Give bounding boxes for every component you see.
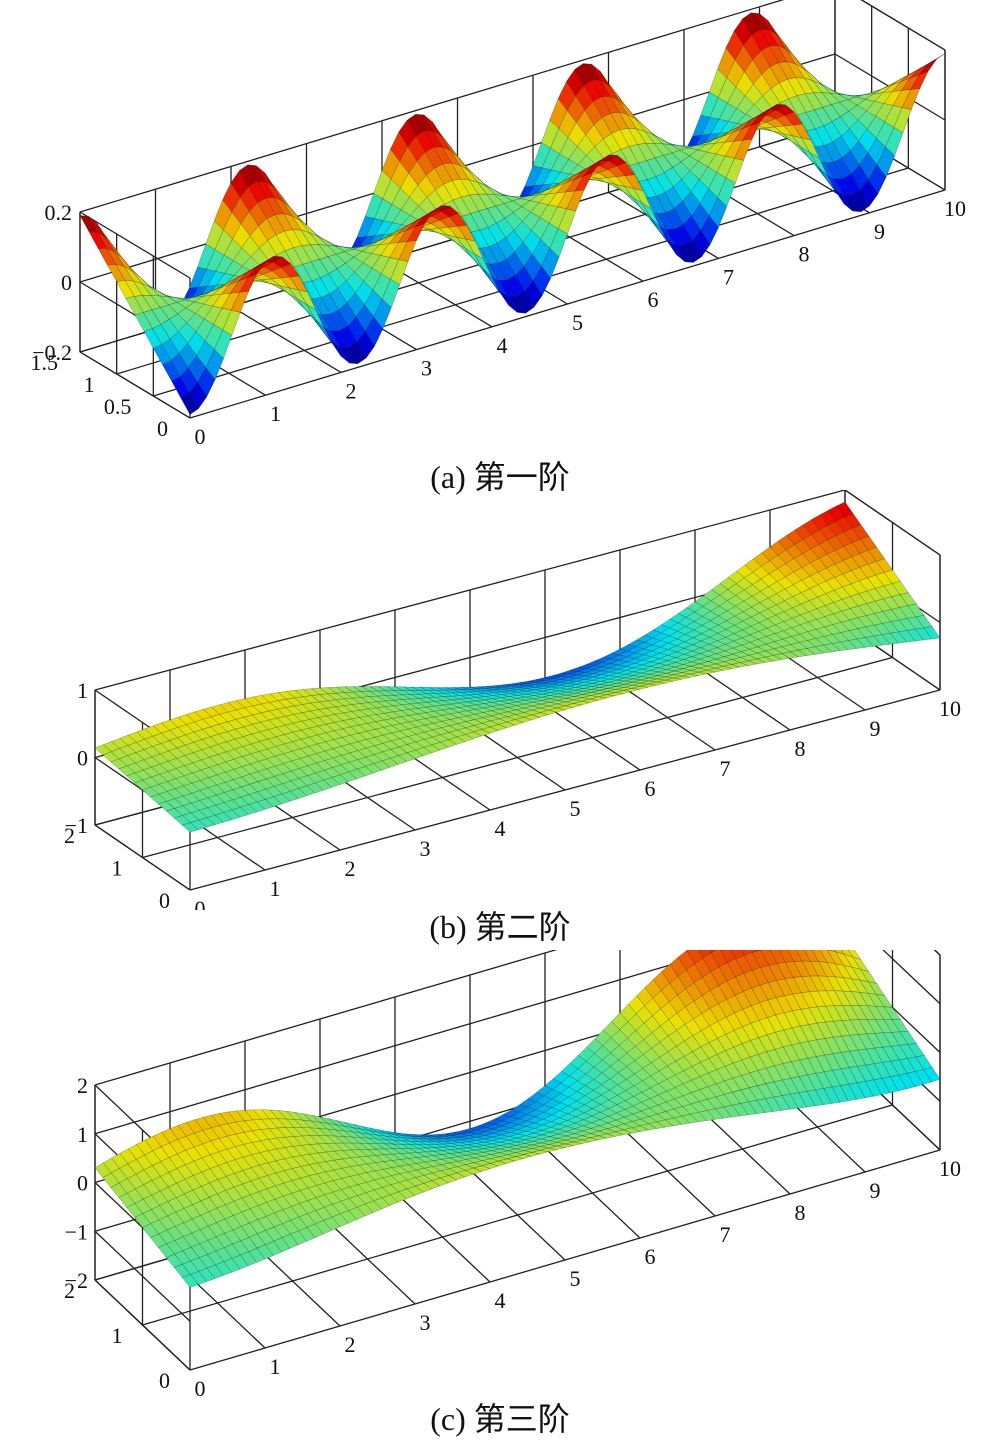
x-tick-label: 10 [944,196,966,221]
x-tick-label: 10 [939,696,961,721]
z-tick-label: −1 [65,813,88,838]
z-tick-label: 0 [77,746,88,771]
x-tick-label: 1 [270,401,281,426]
x-tick-label: 8 [795,1200,806,1225]
back-wall-gridline-z [79,0,785,213]
z-tick-label: −0.2 [32,340,72,365]
z-tick-label: 0 [77,1171,88,1196]
right-top-edge [860,0,946,51]
side-wall-gridline-z [79,351,191,419]
x-tick-label: 8 [795,736,806,761]
z-tick-label: 0 [61,270,72,295]
surface [94,501,941,833]
x-tick-label: 5 [570,796,581,821]
surface-patch [927,53,946,65]
surface-patch [923,1067,941,1083]
y-tick-label: 0 [159,888,170,910]
x-tick-label: 9 [870,716,881,741]
z-tick-label: 2 [77,1073,88,1098]
side-wall-gridline-z [94,1279,191,1371]
x-tick-label: 2 [346,378,357,403]
y-tick-label: 0.5 [104,394,132,419]
x-tick-label: 6 [648,287,659,312]
x-tick-label: 9 [870,1178,881,1203]
floor-gridline-y [189,689,941,891]
x-tick-label: 3 [420,1310,431,1335]
x-tick-label: 0 [195,896,206,910]
back-wall-gridline-z [94,490,846,691]
floor-gridline-y [189,1149,941,1371]
panel-third-mode: 0 1 2 3 4 5 6 7 8 9 10 0 1 2 −2 −1 0 1 2 (c) 第三阶 [0,950,1000,1448]
tick-labels: 0 1 2 3 4 5 6 7 8 9 10 0 0.5 1 1.5−0.2 0 0.2 [31,196,967,449]
right-wall-gridline-z [860,0,946,51]
y-tick-label: 2 [64,1278,75,1303]
y-tick-label: 0 [159,1368,170,1393]
x-tick-label: 0 [195,424,206,449]
y-tick-label: 0 [157,416,168,441]
x-tick-label: 1 [270,876,281,901]
x-tick-label: 4 [497,333,508,358]
back-wall-gridline-z [94,950,558,1086]
y-tick-label: 1 [112,1323,123,1348]
z-tick-label: 1 [77,1122,88,1147]
x-tick-label: 6 [645,1244,656,1269]
z-tick-label: 0.2 [45,200,73,225]
x-tick-label: 2 [345,856,356,881]
x-tick-label: 4 [495,1288,506,1313]
side-wall-gridline-z [94,1230,191,1322]
panel-second-mode: 0 1 2 3 4 5 6 7 8 9 10 0 1 2 −1 0 1 (b) 第二阶 [0,490,1000,960]
surface-plot-first-mode: 0 1 2 3 4 5 6 7 8 9 10 0 0.5 1 1.5−0.2 0 0.2 [31,0,967,449]
x-tick-label: 7 [720,1222,731,1247]
x-tick-label: 5 [572,310,583,335]
x-tick-label: 2 [345,1332,356,1357]
side-wall-gridline-z [79,211,191,279]
x-tick-label: 0 [195,1376,206,1400]
x-tick-label: 7 [720,756,731,781]
x-tick-label: 7 [723,264,734,289]
x-tick-label: 6 [645,776,656,801]
x-tick-label: 3 [420,836,431,861]
y-tick-label: 1 [84,372,95,397]
floor-gridline-y [142,656,893,859]
floor-gridline-y [142,1104,893,1326]
surface [94,950,941,1288]
z-tick-label: −1 [65,1219,88,1244]
z-tick-label: −2 [65,1268,88,1293]
side-wall-gridline-z [94,824,191,891]
caption-first-mode: (a) 第一阶 [430,459,570,495]
x-tick-label: 4 [495,816,506,841]
x-tick-label: 1 [270,1354,281,1379]
x-tick-label: 9 [874,219,885,244]
y-tick-label: 2 [64,823,75,848]
right-wall-gridline-z [844,490,941,556]
caption-third-mode: (c) 第三阶 [430,1401,570,1437]
surface [79,12,946,415]
y-tick-label: 1 [112,856,123,881]
caption-second-mode: (b) 第二阶 [429,909,571,945]
x-tick-label: 5 [570,1266,581,1291]
y-tick-label: 1.5 [31,350,59,375]
floor-gridline-y [189,189,946,419]
floor-gridline-x [230,305,342,373]
surface-patch [709,950,717,954]
x-tick-label: 3 [421,356,432,381]
panel-first-mode: 0 1 2 3 4 5 6 7 8 9 10 0 0.5 1 1.5 −0.2 0 0.2 (a) 第一阶 [0,0,1000,500]
right-wall-gridline-z [882,950,941,1005]
z-tick-label: 1 [77,678,88,703]
surface-patch [923,626,941,640]
x-tick-label: 8 [799,242,810,267]
x-tick-label: 10 [939,1156,961,1181]
